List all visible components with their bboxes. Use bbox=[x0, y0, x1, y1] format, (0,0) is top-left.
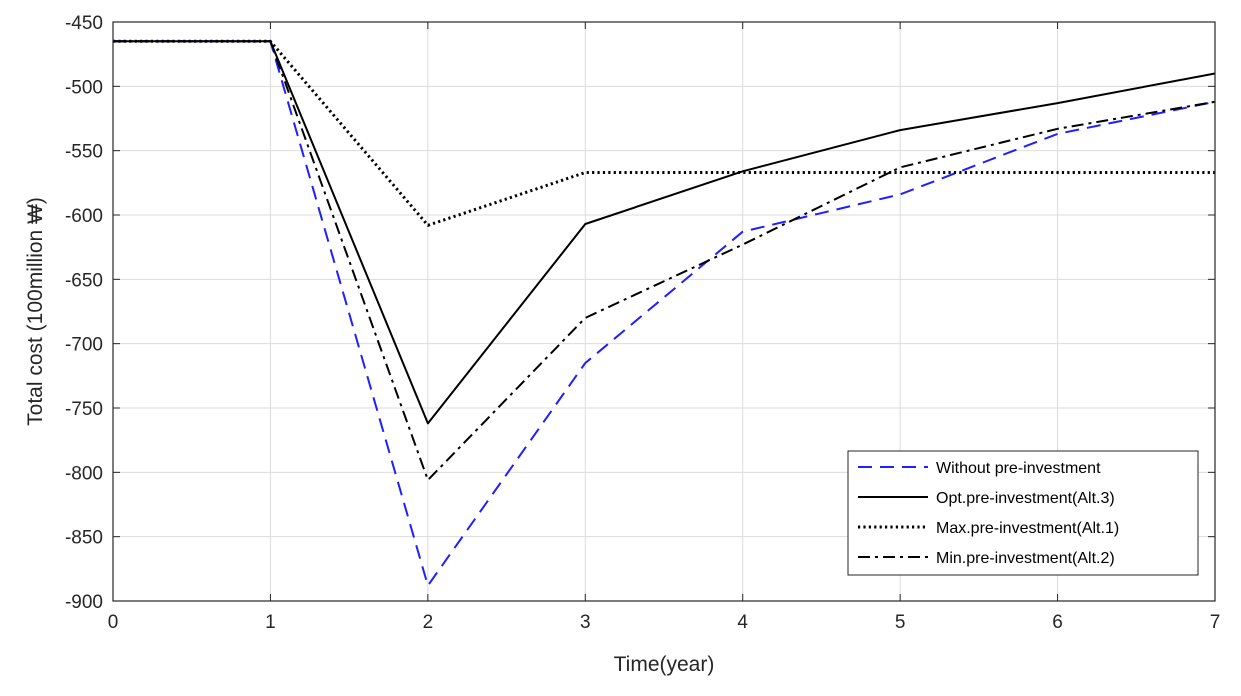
plot-frame bbox=[112, 21, 1216, 602]
series-line-1 bbox=[113, 40, 1216, 587]
y-axis-ticks: -450 -500 -550 -600 -650 -700 -750 -800 -850 -900 bbox=[65, 13, 1215, 613]
x-axis-label: Time(year) bbox=[614, 653, 715, 676]
series-group bbox=[113, 39, 1216, 587]
x-tick-label: 6 bbox=[1052, 612, 1063, 633]
y-tick-label: -550 bbox=[65, 142, 103, 163]
x-tick-label: 2 bbox=[423, 612, 434, 633]
y-tick-label: -850 bbox=[65, 528, 103, 549]
x-tick-label: 3 bbox=[580, 612, 591, 633]
y-tick-label: -600 bbox=[65, 206, 103, 227]
x-tick-label: 0 bbox=[108, 612, 119, 633]
legend: Without pre-investment Opt.pre-investment… bbox=[847, 450, 1199, 576]
y-tick-label: -650 bbox=[65, 270, 103, 291]
series-line-4 bbox=[113, 40, 1216, 482]
y-tick-label: -900 bbox=[65, 592, 103, 613]
y-tick-label: -800 bbox=[65, 463, 103, 484]
y-tick-label: -500 bbox=[65, 77, 103, 98]
series-line-2 bbox=[113, 40, 1216, 425]
y-tick-label: -700 bbox=[65, 335, 103, 356]
x-axis-ticks: 0 1 2 3 4 5 6 7 bbox=[108, 22, 1221, 633]
x-tick-label: 7 bbox=[1210, 612, 1221, 633]
x-tick-label: 5 bbox=[895, 612, 906, 633]
x-tick-label: 1 bbox=[265, 612, 276, 633]
x-tick-label: 4 bbox=[737, 612, 748, 633]
legend-label: Without pre-investment bbox=[936, 460, 1101, 477]
legend-label: Max.pre-investment(Alt.1) bbox=[936, 520, 1119, 537]
y-tick-label: -750 bbox=[65, 399, 103, 420]
y-tick-label: -450 bbox=[65, 13, 103, 34]
legend-label: Opt.pre-investment(Alt.3) bbox=[936, 490, 1115, 507]
legend-box bbox=[847, 450, 1199, 576]
y-axis-label: Total cost (100million ₩) bbox=[24, 197, 47, 426]
series-line-3 bbox=[113, 39, 1215, 227]
legend-label: Min.pre-investment(Alt.2) bbox=[936, 550, 1115, 567]
